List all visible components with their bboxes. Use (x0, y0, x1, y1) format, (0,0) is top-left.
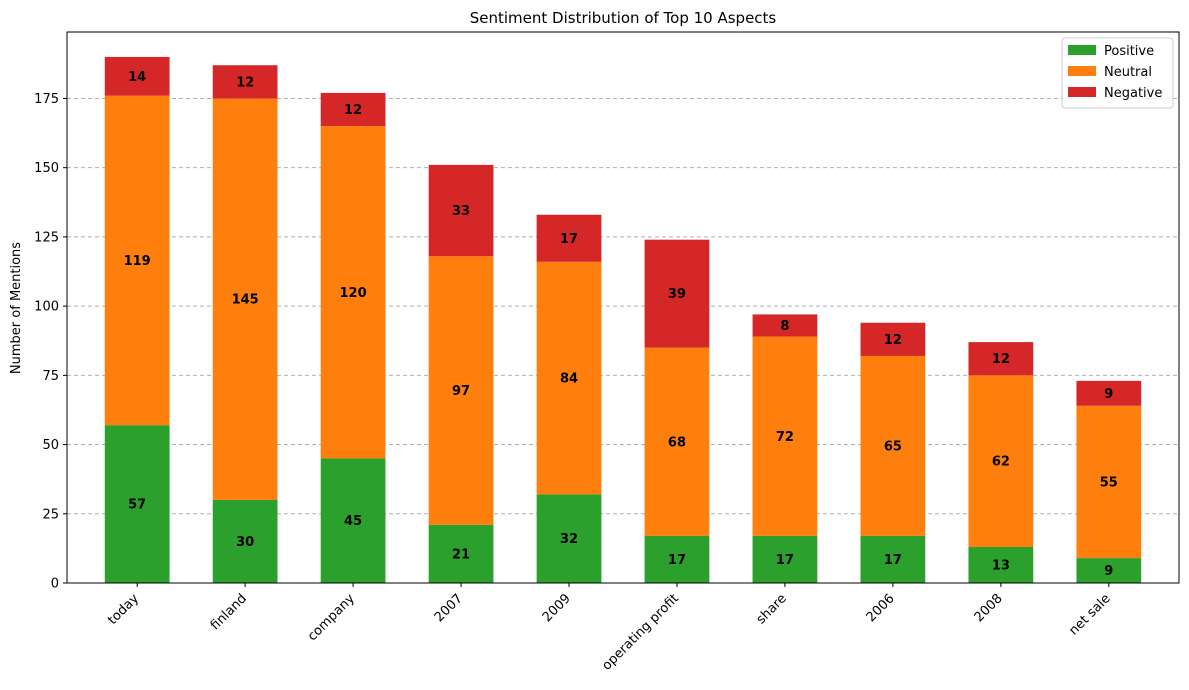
bar-negative (212, 65, 278, 99)
bar-value-label: 55 (1100, 475, 1118, 490)
bar-negative (752, 314, 818, 337)
bar-negative (644, 239, 710, 348)
y-axis-label: Number of Mentions (9, 242, 24, 374)
bar-value-label: 17 (776, 553, 794, 568)
bar-neutral (860, 355, 926, 536)
bar-positive (212, 499, 278, 583)
legend-swatch-neutral (1068, 66, 1096, 76)
bar-value-label: 84 (560, 372, 578, 387)
bar-value-label: 9 (1104, 564, 1113, 579)
legend: Positive Neutral Negative (1061, 37, 1174, 109)
bar-positive (104, 425, 170, 583)
bar-value-label: 12 (884, 333, 902, 348)
bar-neutral (212, 98, 278, 500)
bar-neutral (104, 95, 170, 426)
bar-value-label: 97 (452, 384, 470, 399)
bar-neutral (752, 336, 818, 536)
bar-positive (428, 524, 494, 583)
y-tick-label: 150 (34, 161, 59, 176)
x-tick-label: net sale (1066, 591, 1113, 638)
bar-positive (968, 547, 1034, 583)
bar-negative (1076, 380, 1142, 406)
x-tick-label: 2007 (432, 591, 466, 625)
bar-value-label: 21 (452, 547, 470, 562)
bar-value-label: 68 (668, 435, 686, 450)
bar-value-label: 9 (1104, 387, 1113, 402)
y-axis-ticks: 0 25 50 75 100 125 150 175 (34, 92, 67, 592)
bar-positive (536, 494, 602, 583)
bar-positive (1076, 558, 1142, 583)
bar-neutral (644, 347, 710, 536)
x-tick-label: 2008 (972, 591, 1006, 625)
bar-negative (968, 342, 1034, 376)
bar-neutral (428, 256, 494, 525)
x-tick-label: today (105, 591, 142, 628)
bar-negative (860, 322, 926, 356)
y-tick-label: 175 (34, 92, 59, 107)
bar-value-label: 12 (236, 75, 254, 90)
bar-labels: 57 119 14 30 145 12 45 120 12 21 97 33 32 84 17 17 68 39 1… (124, 70, 1118, 579)
bar-positive (320, 458, 386, 583)
y-tick-label: 100 (34, 300, 59, 315)
legend-swatch-positive (1068, 45, 1096, 55)
bar-neutral (320, 126, 386, 459)
bar-value-label: 12 (992, 352, 1010, 367)
bars (104, 56, 1142, 583)
bar-value-label: 17 (668, 553, 686, 568)
y-tick-label: 50 (42, 438, 59, 453)
x-tick-label: share (754, 591, 790, 627)
x-tick-label: operating profit (599, 591, 681, 673)
bar-value-label: 39 (668, 287, 686, 302)
legend-label-positive: Positive (1104, 44, 1154, 59)
bar-neutral (1076, 405, 1142, 559)
bar-value-label: 33 (452, 204, 470, 219)
bar-value-label: 17 (884, 553, 902, 568)
bar-positive (860, 535, 926, 583)
bar-negative (428, 164, 494, 257)
bar-value-label: 120 (340, 286, 367, 301)
bar-value-label: 8 (780, 319, 789, 334)
bar-value-label: 12 (344, 103, 362, 118)
y-tick-label: 75 (42, 369, 59, 384)
x-tick-label: 2006 (864, 591, 898, 625)
bar-value-label: 32 (560, 532, 578, 547)
legend-swatch-negative (1068, 87, 1096, 97)
bar-value-label: 30 (236, 535, 254, 550)
bar-neutral (536, 261, 602, 495)
bar-value-label: 17 (560, 232, 578, 247)
bar-positive (644, 535, 710, 583)
y-tick-label: 125 (34, 230, 59, 245)
x-axis-ticks: today finland company 2007 2009 operating pro… (105, 583, 1114, 674)
plot-frame (66, 31, 1180, 584)
y-tick-label: 25 (42, 507, 59, 522)
bar-positive (752, 535, 818, 583)
y-tick-label: 0 (51, 577, 59, 592)
bar-neutral (968, 375, 1034, 548)
bar-value-label: 45 (344, 514, 362, 529)
bar-value-label: 119 (124, 254, 151, 269)
bar-value-label: 57 (128, 498, 146, 513)
bar-negative (536, 214, 602, 262)
x-tick-label: 2009 (540, 591, 574, 625)
bar-value-label: 145 (232, 293, 259, 308)
x-tick-label: company (305, 591, 358, 644)
bar-negative (320, 92, 386, 127)
bar-value-label: 13 (992, 559, 1010, 574)
chart-title: Sentiment Distribution of Top 10 Aspects (470, 9, 777, 27)
x-tick-label: finland (208, 591, 250, 633)
legend-label-neutral: Neutral (1104, 65, 1152, 80)
bar-value-label: 14 (128, 70, 146, 85)
bar-value-label: 65 (884, 439, 902, 454)
bar-value-label: 62 (992, 455, 1010, 470)
bar-negative (104, 56, 170, 96)
legend-label-negative: Negative (1104, 86, 1162, 101)
bar-value-label: 72 (776, 430, 794, 445)
